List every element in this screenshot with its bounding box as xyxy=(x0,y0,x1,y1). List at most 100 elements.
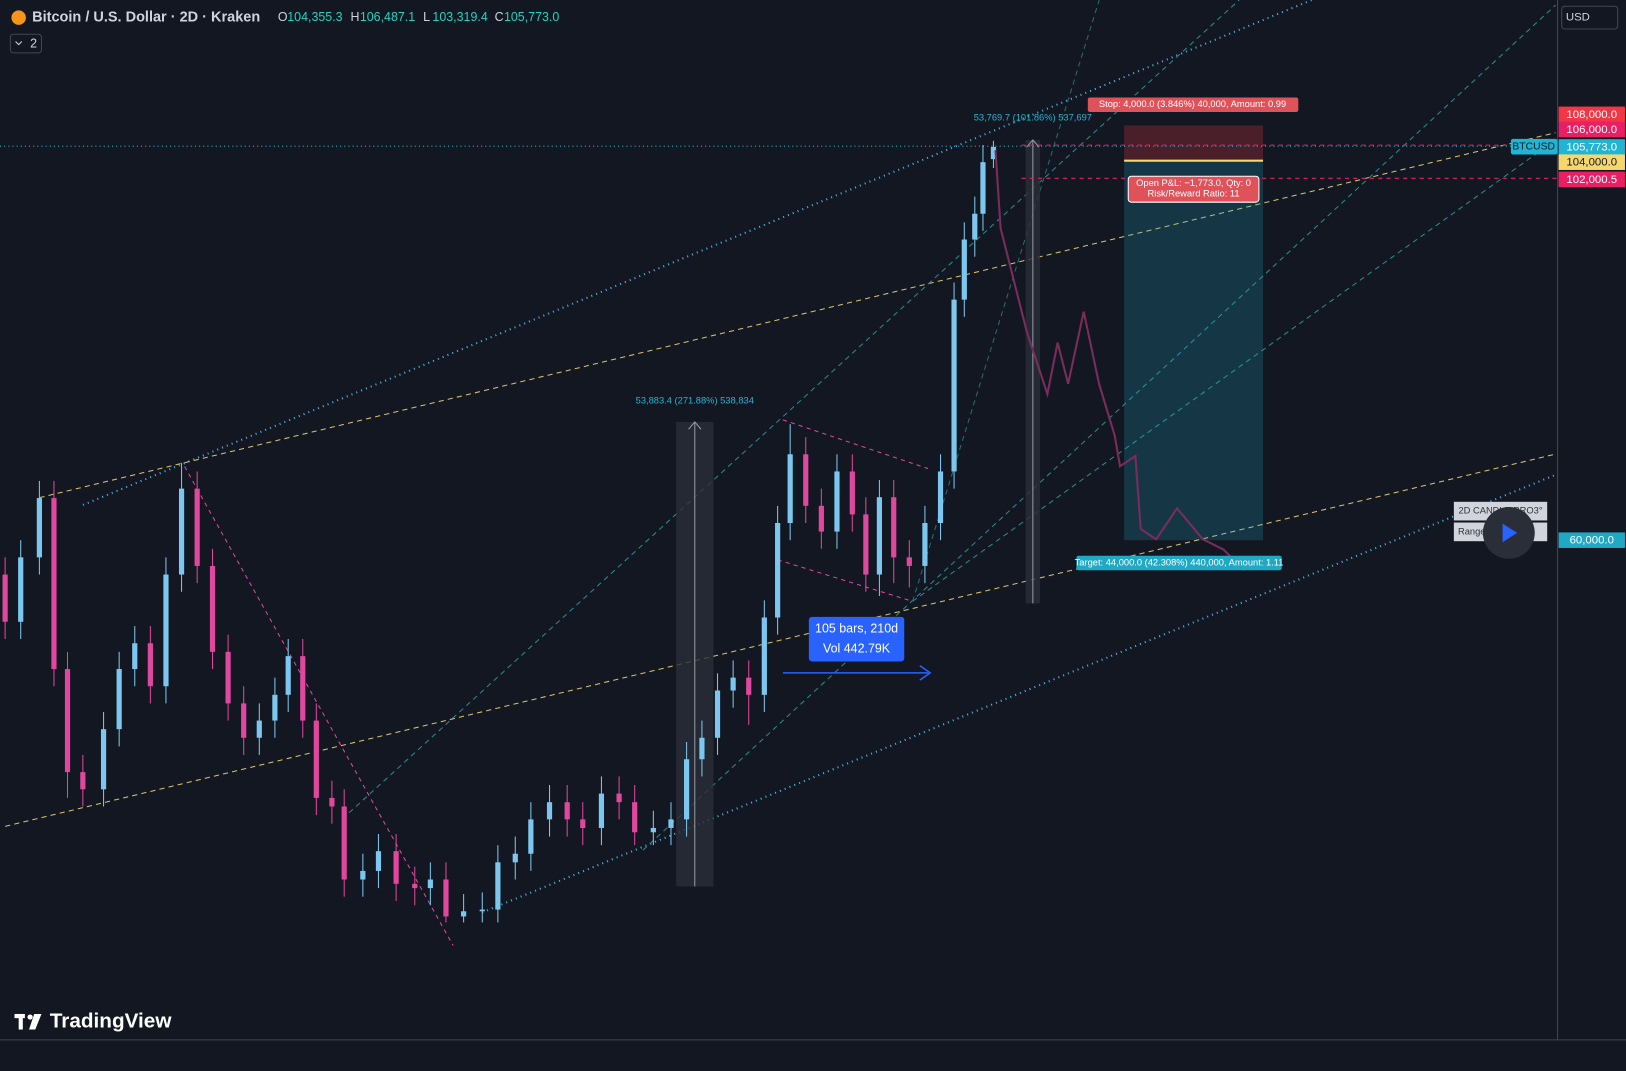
candle-body xyxy=(730,677,736,691)
ohlc-key: O xyxy=(278,10,288,24)
fan-line xyxy=(912,139,1556,602)
projection-line xyxy=(994,150,1246,571)
price-tag xyxy=(1558,139,1625,155)
target-label: Target: 44,000.0 (42.308%) 440,000, Amou… xyxy=(1075,557,1284,567)
badge[interactable]: 2 xyxy=(30,36,37,50)
candle-body xyxy=(100,729,107,790)
candle-body xyxy=(714,690,721,738)
brand-name: TradingView xyxy=(50,1010,173,1033)
pattern-line xyxy=(184,466,454,946)
candle-body xyxy=(972,213,978,240)
price-tag-label: 102,000.5 xyxy=(1566,174,1617,186)
candle-body xyxy=(632,802,638,833)
stop-label-box xyxy=(1087,97,1299,112)
ohlc-key: C xyxy=(495,10,504,24)
candle-body xyxy=(285,656,291,695)
ticker-tag xyxy=(1510,138,1558,155)
currency-box[interactable] xyxy=(1561,5,1619,30)
candle-body xyxy=(787,454,793,523)
candle-body xyxy=(300,656,306,721)
price-tag xyxy=(1558,171,1625,188)
candle-body xyxy=(341,806,347,880)
candle-body xyxy=(775,522,781,618)
candle-body xyxy=(834,471,840,532)
measure-label: 53,769.7 (101.86%) 537,697 xyxy=(974,113,1092,123)
candle-body xyxy=(461,911,467,917)
candle-body xyxy=(564,802,570,820)
candle-body xyxy=(241,703,247,738)
candle-body xyxy=(479,909,485,912)
ohlc-value: 105,773.0 xyxy=(504,10,559,24)
stop-zone xyxy=(1124,125,1264,161)
fan-line xyxy=(341,0,1240,820)
range-label: 105 bars, 210d xyxy=(815,622,898,636)
logo-part xyxy=(29,1013,42,1030)
candle-body xyxy=(116,669,122,730)
pattern-line xyxy=(777,559,913,602)
candle-body xyxy=(393,851,399,884)
price-tag-label: 104,000.0 xyxy=(1566,157,1617,169)
axis-labels: 108,000.0 106,000.0 105,773.0 104,000.0 102,… xyxy=(1558,106,1625,548)
ticker: BTCUSD xyxy=(1512,141,1555,152)
price-tag xyxy=(1558,106,1625,123)
symbol[interactable]: Bitcoin / U.S. Dollar · 2D · Kraken xyxy=(32,9,260,25)
currency[interactable]: USD xyxy=(1566,12,1590,24)
candle-body xyxy=(668,819,674,828)
candle-body xyxy=(360,870,366,880)
candle-body xyxy=(818,505,824,532)
candle-body xyxy=(863,514,869,575)
candle-body xyxy=(36,498,42,558)
brand: TradingView xyxy=(14,1010,173,1033)
candle-body xyxy=(891,497,897,558)
candle-body xyxy=(598,793,605,828)
candle-body xyxy=(512,853,518,863)
candle-body xyxy=(937,471,944,523)
pattern-line xyxy=(782,419,929,470)
indicator-label: Range xyxy=(1458,526,1486,536)
candle-body xyxy=(849,471,855,515)
ohlc-value: 106,487.1 xyxy=(360,10,415,24)
candle-body xyxy=(580,819,586,828)
play-icon[interactable] xyxy=(1502,523,1518,543)
ratio-label: Risk/Reward Ratio: 11 xyxy=(1148,188,1240,198)
range-label: Vol 442.79K xyxy=(823,641,891,655)
target-label-box xyxy=(1076,555,1282,571)
channel-line xyxy=(82,0,1313,506)
candle-body xyxy=(313,720,319,798)
price-tag-label: 108,000.0 xyxy=(1566,109,1617,121)
candle-body xyxy=(375,851,382,871)
measure-label: 53,883.4 (271.88%) 538,834 xyxy=(636,396,754,406)
candles xyxy=(2,140,1246,923)
candle-body xyxy=(80,772,86,790)
candle-body xyxy=(2,574,8,622)
candle-body xyxy=(51,498,57,670)
candle-body xyxy=(980,162,986,214)
range-box xyxy=(808,616,905,662)
pnl-box xyxy=(1127,175,1260,203)
stop-label: Stop: 4,000.0 (3.846%) 40,000, Amount: 0… xyxy=(1099,99,1286,109)
candle-body xyxy=(194,488,200,566)
badge-box[interactable] xyxy=(9,33,42,54)
price-tag xyxy=(1558,121,1625,138)
logo-part xyxy=(18,1013,23,1030)
trend-line xyxy=(5,453,1556,827)
candle-body xyxy=(876,497,882,575)
ohlc-key: H xyxy=(351,10,360,24)
annotations: 53,883.4 (271.88%) 538,834 53,769.7 (101… xyxy=(636,97,1548,662)
symbol-icon xyxy=(11,10,26,25)
header: Bitcoin / U.S. Dollar · 2D · Kraken O 10… xyxy=(9,9,559,54)
price-tag-label: 105,773.0 xyxy=(1566,141,1617,153)
fan-line xyxy=(912,0,1100,602)
chevron[interactable] xyxy=(15,41,23,46)
candle-body xyxy=(443,879,449,917)
target-zone xyxy=(1124,160,1264,541)
candle-body xyxy=(803,454,809,506)
candle-body xyxy=(684,759,690,820)
candle-body xyxy=(225,651,231,704)
candle-body xyxy=(546,802,553,820)
drawings xyxy=(0,0,1558,946)
measure-arrow xyxy=(1026,139,1040,148)
